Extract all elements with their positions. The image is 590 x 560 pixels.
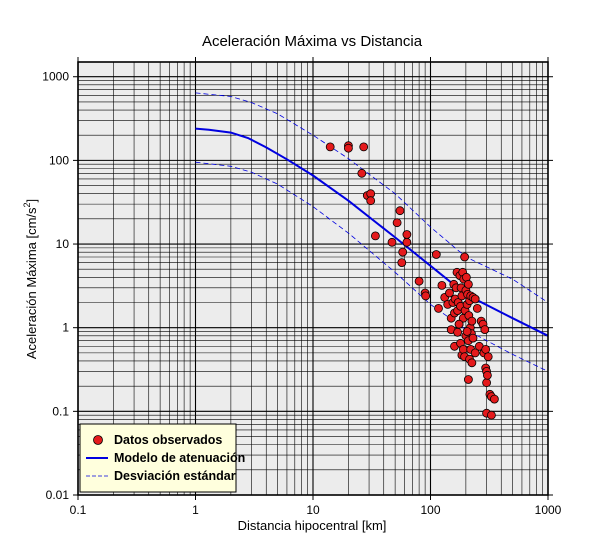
legend-label-deviation: Desviación estándar bbox=[114, 469, 236, 483]
observed-data-point bbox=[472, 303, 482, 313]
legend-label-observed: Datos observados bbox=[114, 433, 222, 447]
observed-data-point bbox=[482, 378, 492, 388]
observed-data-point bbox=[357, 168, 367, 178]
observed-data-point bbox=[395, 206, 405, 216]
x-tick-label: 100 bbox=[420, 503, 440, 517]
observed-data-point bbox=[398, 247, 408, 257]
observed-data-point bbox=[414, 276, 424, 286]
y-tick-label: 1 bbox=[62, 321, 69, 335]
observed-data-point bbox=[387, 237, 397, 247]
observed-data-point bbox=[470, 348, 480, 358]
y-tick-label: 1000 bbox=[42, 70, 69, 84]
observed-data-point bbox=[370, 231, 380, 241]
observed-data-point bbox=[467, 316, 477, 326]
y-axis-label-main: Aceleración Máxima [cm/s bbox=[24, 207, 39, 359]
observed-data-point bbox=[481, 344, 491, 354]
observed-data-point bbox=[359, 142, 369, 152]
observed-data-point bbox=[463, 279, 473, 289]
y-axis-label-end: ] bbox=[24, 199, 39, 203]
observed-data-point bbox=[480, 325, 490, 335]
observed-data-point bbox=[431, 250, 441, 259]
observed-data-point bbox=[445, 288, 454, 298]
x-tick-label: 1 bbox=[192, 503, 199, 517]
observed-data-point bbox=[397, 258, 407, 268]
x-tick-label: 0.1 bbox=[70, 503, 87, 517]
y-axis-label-superscript: 2 bbox=[22, 202, 32, 207]
chart-title: Aceleración Máxima vs Distancia bbox=[202, 33, 423, 50]
observed-data-point bbox=[489, 394, 499, 404]
observed-data-point bbox=[463, 375, 473, 384]
x-axis-label: Distancia hipocentral [km] bbox=[238, 518, 387, 533]
observed-data-point bbox=[402, 230, 412, 239]
observed-data-point bbox=[392, 218, 402, 228]
std-deviation-lower-line bbox=[195, 161, 549, 372]
legend-marker-observed bbox=[93, 435, 103, 445]
observed-data-point bbox=[454, 319, 464, 329]
observed-data-point bbox=[462, 327, 472, 336]
observed-data-point bbox=[486, 410, 496, 420]
observed-data-point bbox=[437, 280, 447, 290]
legend: Datos observados Modelo de atenuación De… bbox=[79, 423, 245, 493]
observed-data-point bbox=[402, 237, 412, 247]
y-tick-label: 100 bbox=[49, 153, 69, 167]
legend-label-model: Modelo de atenuación bbox=[114, 451, 245, 465]
observed-data-point bbox=[468, 333, 478, 343]
y-tick-label: 0.1 bbox=[52, 404, 69, 418]
x-tick-label: 10 bbox=[306, 503, 320, 517]
observed-data-point bbox=[453, 327, 463, 337]
x-tick-label: 1000 bbox=[535, 503, 562, 517]
observed-data-point bbox=[460, 252, 470, 262]
y-axis-label: Aceleración Máxima [cm/s2] bbox=[22, 199, 39, 359]
y-tick-label: 0.01 bbox=[46, 488, 70, 502]
observed-data-point bbox=[482, 370, 492, 380]
observed-data-point bbox=[467, 358, 477, 368]
observed-data-point bbox=[434, 303, 443, 313]
observed-data-point bbox=[325, 142, 335, 152]
observed-data-point bbox=[421, 291, 431, 301]
std-deviation-upper-line bbox=[195, 92, 549, 303]
observed-data-point bbox=[483, 352, 493, 362]
observed-data-point bbox=[458, 344, 468, 354]
observed-data-point bbox=[366, 196, 376, 206]
observed-data-point bbox=[343, 143, 353, 153]
plot-frame bbox=[77, 61, 549, 496]
y-tick-label: 10 bbox=[56, 237, 70, 251]
observed-data-point bbox=[470, 294, 480, 304]
